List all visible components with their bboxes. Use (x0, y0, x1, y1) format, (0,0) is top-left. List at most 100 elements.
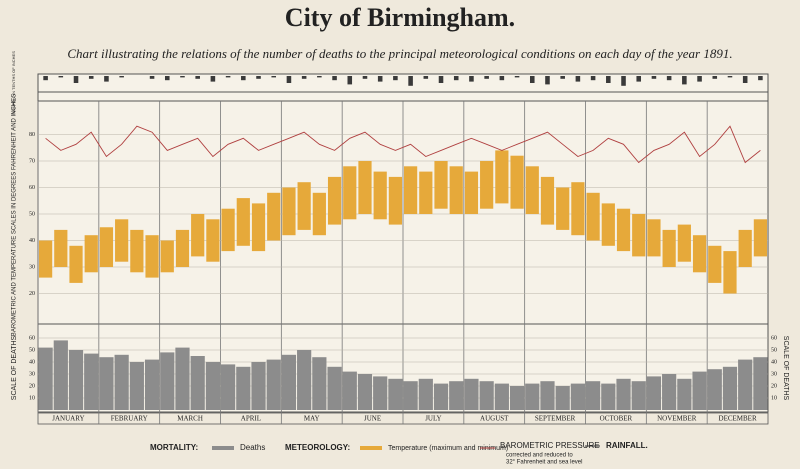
temp-bar (510, 155, 524, 209)
rain-bar (758, 76, 763, 81)
temp-bar (388, 176, 402, 225)
temp-bar (495, 150, 509, 204)
temp-bar (677, 224, 691, 262)
temp-side-label: BAROMETRIC AND TEMPERATURE SCALES IN DEG… (12, 94, 18, 336)
month-label: JULY (425, 415, 441, 423)
temp-bar (601, 203, 615, 246)
rain-bar (149, 76, 155, 79)
temp-bar (160, 240, 174, 273)
title: City of Birmingham. (285, 3, 515, 32)
death-bar (418, 378, 433, 410)
rain-bar (164, 76, 170, 81)
temp-bar (327, 176, 342, 225)
rain-bar (682, 76, 687, 85)
temp-bar (404, 166, 418, 214)
death-bar (525, 383, 540, 410)
y-tick-label: 80 (29, 132, 35, 138)
temp-bar (54, 229, 68, 267)
death-bar (221, 364, 236, 410)
temp-bar (525, 166, 539, 214)
month-label: NOVEMBER (657, 415, 697, 423)
death-bar (38, 347, 53, 410)
legend-baro-note1: corrected and reduced to (506, 453, 573, 459)
rain-bar (241, 76, 246, 81)
rain-bar (286, 76, 292, 83)
temp-bar (99, 227, 114, 267)
temp-bar (449, 166, 463, 214)
death-bar (540, 381, 555, 410)
death-bar (388, 378, 403, 410)
rain-bar (697, 76, 702, 82)
rain-bar (88, 76, 94, 79)
temp-bar (540, 176, 555, 225)
death-bar (114, 354, 129, 410)
temp-bar (571, 182, 585, 236)
death-bar (342, 371, 357, 410)
legend-barometer: BAROMETRIC PRESSURE (500, 441, 600, 450)
death-bar (129, 362, 144, 410)
temp-bar (267, 192, 281, 241)
death-bar (251, 362, 266, 410)
death-bar (205, 362, 220, 410)
rain-bar (666, 76, 672, 81)
temp-bar (69, 245, 83, 283)
rain-bar (484, 76, 489, 79)
month-label: OCTOBER (600, 415, 633, 423)
legend-deaths-swatch (212, 446, 234, 450)
death-bar (586, 381, 601, 410)
death-bar (494, 383, 509, 410)
legend-temp-swatch (360, 446, 382, 450)
rain-bar (362, 76, 368, 79)
temp-bar (738, 229, 752, 267)
temp-bar (662, 229, 676, 267)
rain-bar (469, 76, 474, 82)
death-bar (403, 381, 418, 410)
death-bar (662, 374, 677, 410)
month-label: APRIL (241, 415, 261, 423)
temp-bar (115, 219, 129, 262)
death-bar (555, 386, 570, 410)
temp-bar (464, 171, 479, 214)
temp-bar (236, 198, 250, 246)
y-tick-label: 40 (29, 238, 35, 244)
temp-bar (753, 219, 767, 257)
rain-bar (393, 76, 398, 81)
death-bar (144, 359, 160, 410)
temp-bar (373, 171, 387, 220)
y-tick-label: 20 (29, 383, 35, 389)
death-bar (53, 340, 68, 410)
rain-bar (43, 76, 48, 81)
month-label: JANUARY (52, 415, 84, 423)
month-label: MARCH (177, 415, 203, 423)
death-bar (692, 371, 707, 410)
month-label: FEBRUARY (111, 415, 148, 423)
rain-bar (195, 76, 200, 79)
legend-meteorology: METEOROLOGY: (285, 443, 350, 452)
temp-bar (191, 214, 205, 257)
death-bar (357, 374, 373, 410)
y-tick-label: 20 (29, 291, 35, 297)
y-tick-label-right: 20 (771, 383, 777, 389)
rain-bar (499, 76, 505, 81)
death-bar (601, 383, 616, 410)
death-bar (175, 347, 190, 410)
temp-bar (175, 229, 190, 267)
temp-bar (145, 235, 159, 278)
temp-bar (343, 166, 357, 220)
deaths-side-label: SCALE OF DEATHS (11, 335, 18, 400)
y-tick-label: 50 (29, 211, 35, 217)
death-bar (677, 378, 692, 410)
rain-bar (514, 76, 520, 78)
month-label: JUNE (364, 415, 381, 423)
death-bar (449, 381, 464, 410)
rain-bar (438, 76, 444, 83)
death-bar (479, 381, 494, 410)
y-tick-label-right: 50 (771, 347, 777, 353)
death-bar (646, 376, 662, 410)
rain-bar (453, 76, 459, 81)
rain-bar (271, 76, 277, 78)
temp-bar (419, 171, 433, 214)
rain-bar (606, 76, 611, 83)
